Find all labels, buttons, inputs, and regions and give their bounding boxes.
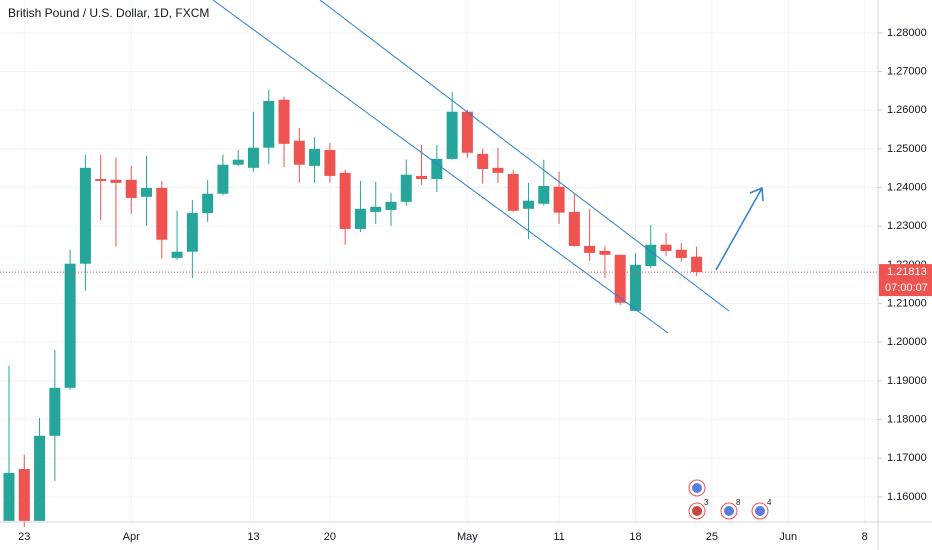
x-tick-label: Jun <box>779 531 797 543</box>
y-tick-label: 1.25000 <box>887 143 927 155</box>
candle-body <box>278 99 290 144</box>
y-tick-label: 1.19000 <box>887 375 927 387</box>
chart-title: British Pound / U.S. Dollar, 1D, FXCM <box>8 6 209 20</box>
arrow <box>715 186 764 271</box>
y-tick-label: 1.28000 <box>887 27 927 39</box>
last-price-badge <box>879 264 932 297</box>
candle-body <box>416 175 428 180</box>
candle-body <box>309 148 321 166</box>
x-tick-label: 20 <box>324 531 336 543</box>
candles <box>0 89 878 528</box>
candle-body <box>645 244 657 267</box>
x-tick-label: 18 <box>629 531 641 543</box>
candle-body <box>523 200 535 209</box>
event-count: 8 <box>736 498 741 507</box>
x-tick-label: 13 <box>247 531 259 543</box>
y-tick-label: 1.18000 <box>887 413 927 425</box>
y-tick-label: 1.21000 <box>887 297 927 309</box>
candle-body <box>171 251 183 258</box>
channel-line <box>319 0 730 312</box>
y-tick-label: 1.20000 <box>887 336 927 348</box>
candle-body <box>400 174 412 202</box>
candle-body <box>599 250 611 255</box>
candle-body <box>477 153 489 169</box>
event-count: 3 <box>704 498 709 507</box>
candle-body <box>538 185 550 204</box>
candle-body <box>568 211 580 246</box>
candle-body <box>186 213 198 252</box>
candle-body <box>691 256 703 273</box>
candle-body <box>217 164 229 194</box>
candle-body <box>95 179 107 181</box>
candle-body <box>156 187 168 240</box>
candle-body <box>614 254 626 303</box>
candle-body <box>79 167 91 264</box>
last-price-label: 1.21813 <box>887 266 927 278</box>
x-tick-label: 25 <box>706 531 718 543</box>
candle-body <box>3 472 15 521</box>
candle-body <box>370 206 382 212</box>
y-tick-label: 1.23000 <box>887 220 927 232</box>
candle-body <box>553 186 565 213</box>
y-tick-label: 1.24000 <box>887 181 927 193</box>
channel-line <box>212 0 669 334</box>
event-flag <box>692 483 702 493</box>
candle-body <box>660 244 672 251</box>
candle-body <box>385 201 397 210</box>
events: 3 8 4 <box>688 479 772 520</box>
x-tick-label: 23 <box>18 531 30 543</box>
candle-body <box>125 179 137 198</box>
axis-labels: 1.16000 1.17000 1.18000 1.19000 1.20000 1.210… <box>18 27 927 543</box>
x-tick-label: 11 <box>553 531 564 543</box>
candle-body <box>354 208 366 229</box>
x-tick-label: Apr <box>123 531 140 543</box>
candle-body <box>110 179 122 183</box>
candle-body <box>247 147 259 168</box>
candle-body <box>324 150 336 176</box>
candle-body <box>232 159 244 165</box>
y-tick-label: 1.17000 <box>887 452 927 464</box>
y-tick-label: 1.27000 <box>887 65 927 77</box>
event-flag <box>692 506 702 516</box>
event-count: 4 <box>767 498 772 507</box>
candle-body <box>584 245 596 253</box>
candle-body <box>339 172 351 229</box>
candle-body <box>18 469 30 521</box>
candle-body <box>492 167 504 173</box>
candle-body <box>293 140 305 165</box>
y-tick-label: 1.26000 <box>887 104 927 116</box>
y-tick-label: 1.16000 <box>887 491 927 503</box>
candle-body <box>263 100 275 148</box>
candle-body <box>49 387 61 436</box>
candle-body <box>675 249 687 258</box>
event-flag <box>724 506 734 516</box>
candle-body <box>461 111 473 153</box>
candle-body <box>202 193 214 214</box>
candle-body <box>629 264 641 311</box>
countdown: 07:00:07 <box>885 282 928 294</box>
candle-body <box>64 263 76 388</box>
candle-body <box>431 158 443 180</box>
x-tick-label: May <box>457 531 478 543</box>
candle-body <box>446 111 458 159</box>
candle-body <box>507 174 519 211</box>
grid <box>0 0 878 522</box>
event-flag <box>755 506 765 516</box>
candle-body <box>34 435 46 521</box>
x-tick-label: 8 <box>862 531 868 543</box>
candle-body <box>141 187 153 197</box>
